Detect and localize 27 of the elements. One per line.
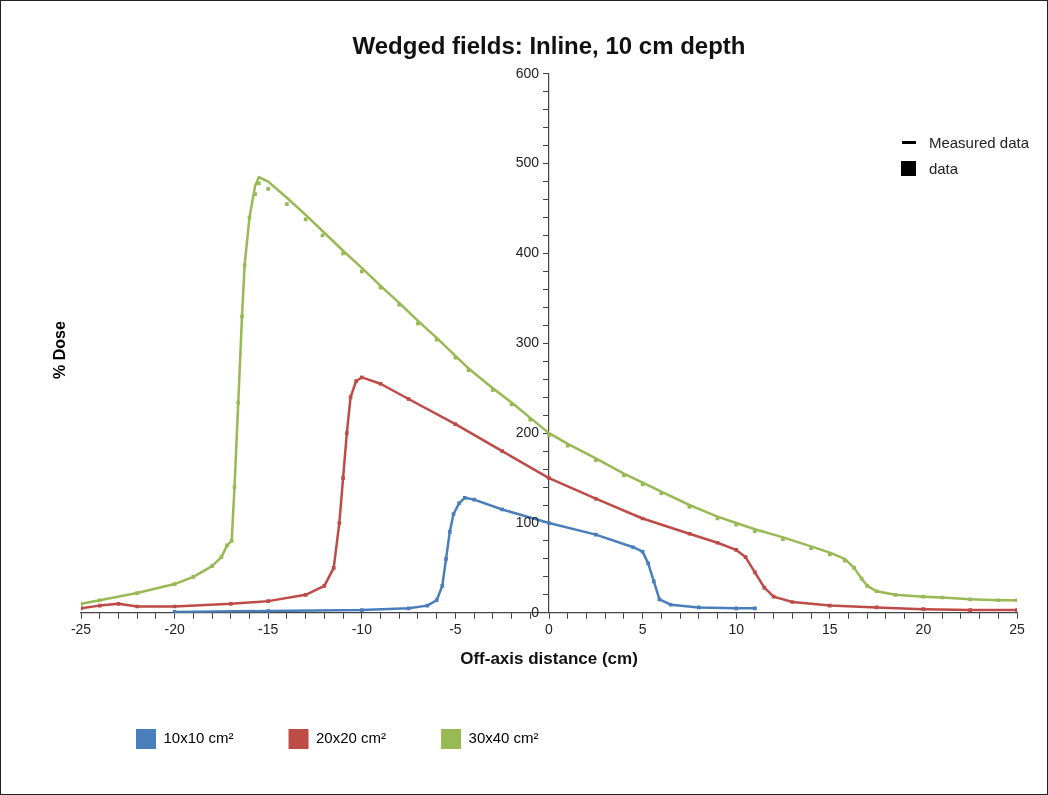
point (266, 186, 271, 191)
y-tick-label: 100 (515, 513, 540, 530)
x-tick-label: -5 (449, 621, 462, 638)
x-tick-label: -20 (164, 621, 185, 638)
x-tick-label: -10 (351, 621, 373, 638)
x-tick-label: 0 (545, 621, 554, 638)
x-tick-label: 25 (1009, 621, 1025, 638)
x-tick-label: -15 (258, 621, 279, 638)
x-tick-label: -25 (70, 621, 92, 638)
x-tick-label: 5 (638, 621, 647, 638)
x-tick-label: 15 (822, 621, 838, 638)
x-tick-label: 20 (915, 621, 932, 638)
point (285, 202, 289, 206)
y-tick-label: 300 (515, 334, 540, 351)
x-tick-label: 10 (728, 621, 745, 638)
annotation: data (928, 159, 959, 177)
legend-label: 30x40 cm² (468, 729, 539, 747)
legend-label: 20x20 cm² (316, 729, 387, 747)
annotation: Measured data (928, 133, 1029, 151)
chart-title: Wedged fields: Inline, 10 cm depth (352, 32, 746, 60)
legend-label: 10x10 cm² (163, 729, 234, 747)
y-tick-label: 500 (515, 154, 540, 171)
x-axis-title: Off-axis distance (cm) (460, 649, 638, 669)
y-tick-label: 600 (515, 64, 540, 81)
y-axis-title: % Dose (50, 321, 69, 379)
y-tick-label: 200 (515, 423, 540, 440)
y-tick-label: 400 (515, 244, 540, 261)
